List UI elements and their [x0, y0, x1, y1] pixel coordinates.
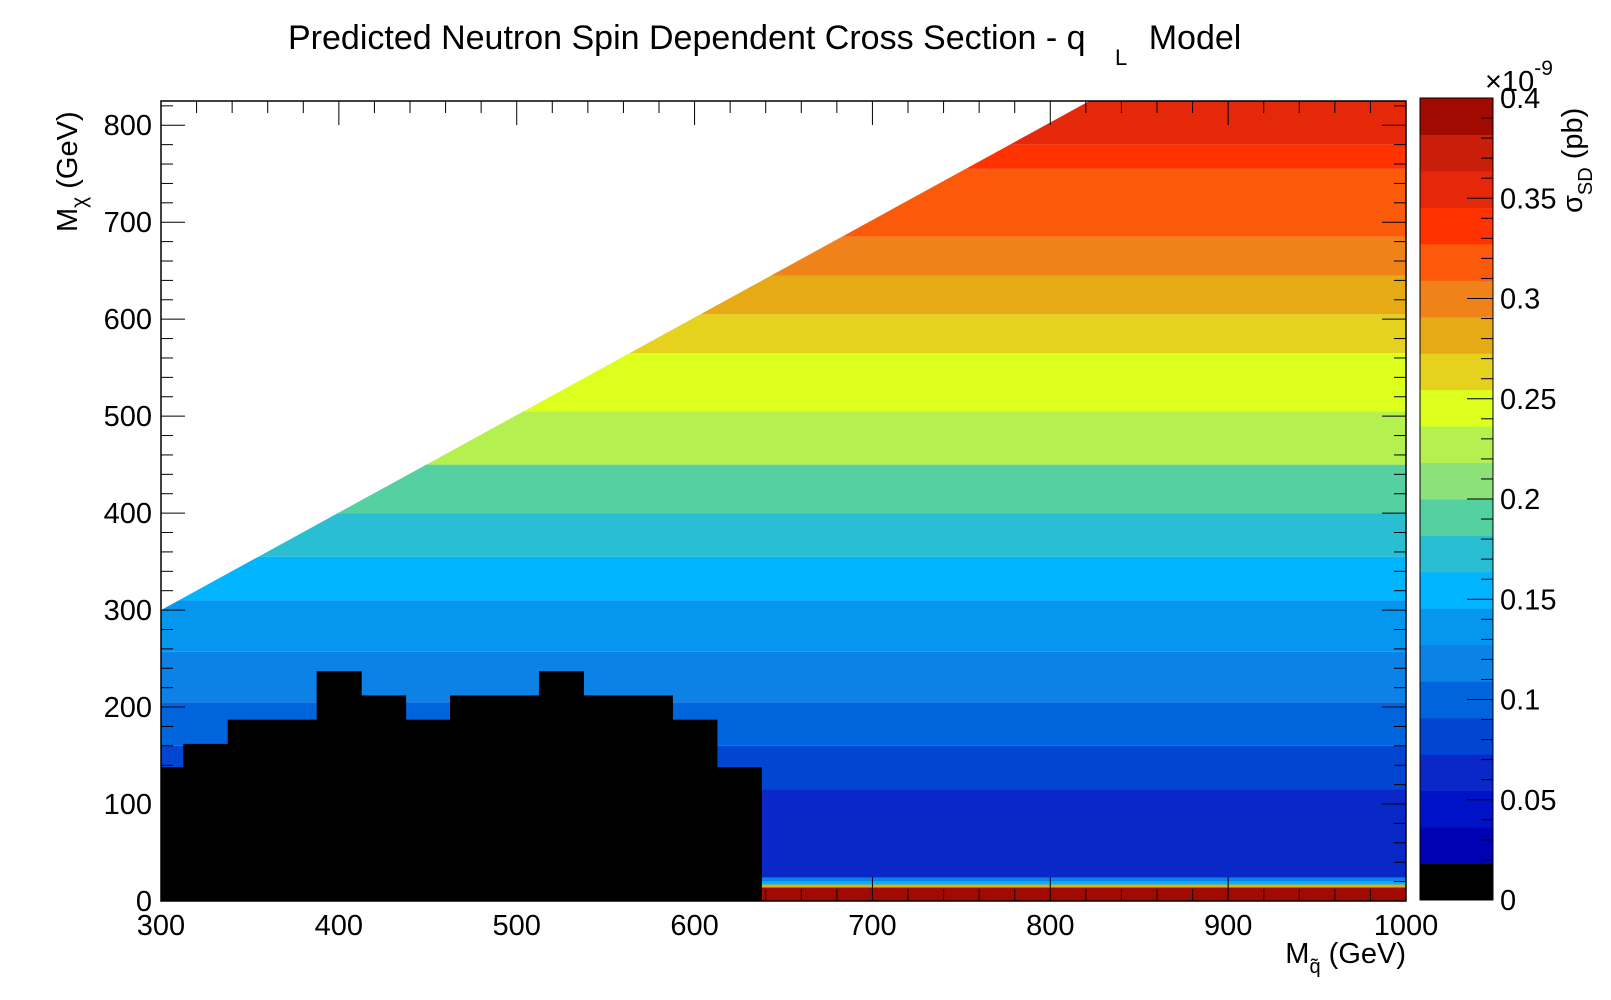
x-tick-label: 600: [670, 910, 718, 942]
colorbar-segment: [1420, 316, 1493, 354]
excluded-bin: [161, 767, 184, 901]
colorbar-segment: [1420, 134, 1493, 172]
colorbar-segment: [1420, 243, 1493, 281]
excluded-bin: [716, 767, 762, 901]
x-tick-label: 300: [137, 910, 185, 942]
colorbar-tick-label: 0.2: [1500, 484, 1540, 516]
y-axis-ticks: [161, 105, 1406, 902]
y-tick-label: 0: [136, 886, 152, 918]
plot-frame: [160, 100, 1407, 902]
x-axis-label: Mq̃ (GeV): [1285, 938, 1406, 978]
x-axis-tick-labels: 300 400 500 600 700 800 900 1000: [137, 910, 1438, 942]
colorbar-tick-labels: 0 0.05 0.1 0.15 0.2 0.25 0.3 0.35 0.4: [1500, 83, 1556, 917]
x-tick-label: 400: [315, 910, 363, 942]
colorbar-segment: [1420, 353, 1493, 391]
colorbar-segment: [1420, 571, 1493, 609]
kinematic-boundary-mask: [161, 101, 1090, 611]
excluded-bin: [361, 695, 407, 901]
y-tick-label: 200: [104, 692, 152, 724]
colorbar-segment: [1420, 170, 1493, 208]
colorbar-tick-label: 0.15: [1500, 584, 1556, 616]
colorbar-segment: [1420, 827, 1493, 865]
colorbar-tick-label: 0: [1500, 885, 1516, 917]
heatmap-band: [161, 556, 1406, 601]
x-tick-label: 1000: [1374, 910, 1439, 942]
colorbar-segment: [1420, 462, 1493, 500]
y-tick-label: 300: [104, 595, 152, 627]
y-axis-tick-labels: 0 100 200 300 400 500 600 700 800: [104, 110, 152, 918]
colorbar-segment: [1420, 608, 1493, 646]
y-tick-label: 700: [104, 207, 152, 239]
colorbar-tick-label: 0.1: [1500, 685, 1540, 717]
colorbar-tick-label: 0.05: [1500, 785, 1556, 817]
heatmap-band: [161, 513, 1406, 557]
colorbar-tick-label: 0.4: [1500, 83, 1540, 115]
colorbar-segment: [1420, 426, 1493, 464]
colorbar-tick-label: 0.35: [1500, 183, 1556, 215]
y-tick-label: 400: [104, 498, 152, 530]
y-tick-label: 600: [104, 304, 152, 336]
colorbar-segment: [1420, 717, 1493, 755]
x-tick-label: 500: [493, 910, 541, 942]
colorbar-segment: [1420, 790, 1493, 828]
colorbar-ticks: [1467, 97, 1493, 901]
colorbar-label: σSD (pb): [1557, 108, 1597, 213]
colorbar-tick-label: 0.3: [1500, 284, 1540, 316]
x-axis-ticks: [160, 101, 1407, 901]
excluded-bin: [672, 719, 718, 901]
colorbar-segment: [1420, 754, 1493, 792]
colorbar-segment: [1420, 98, 1493, 135]
excluded-bin: [316, 671, 362, 901]
excluded-bin: [405, 719, 451, 901]
excluded-bin: [583, 695, 673, 901]
y-tick-label: 100: [104, 789, 152, 821]
x-tick-label: 700: [848, 910, 896, 942]
y-tick-label: 800: [104, 110, 152, 142]
excluded-bin: [450, 695, 540, 901]
excluded-bin: [538, 671, 585, 901]
y-axis-label: Mχ (GeV): [52, 111, 91, 232]
plot-area: [161, 101, 1406, 901]
excluded-bin: [227, 719, 318, 901]
x-tick-label: 800: [1026, 910, 1074, 942]
colorbar-exponent: ×10-9: [1485, 57, 1553, 98]
y-tick-label: 500: [104, 401, 152, 433]
colorbar-segment: [1420, 535, 1493, 573]
chart-title: Predicted Neutron Spin Dependent Cross S…: [288, 19, 1241, 73]
heatmap-band: [161, 600, 1406, 652]
colorbar-tick-label: 0.25: [1500, 384, 1556, 416]
colorbar: [1420, 98, 1493, 901]
x-tick-label: 900: [1204, 910, 1252, 942]
heatmap-band: [161, 877, 1406, 882]
colorbar-segment: [1420, 389, 1493, 427]
excluded-bin: [183, 743, 229, 901]
colorbar-segment: [1420, 499, 1493, 536]
heatmap-band: [161, 884, 1406, 888]
colorbar-segment: [1420, 863, 1493, 901]
colorbar-segment: [1420, 207, 1493, 245]
heatmap-band: [161, 651, 1406, 703]
excluded-region: [161, 671, 762, 901]
colorbar-segment: [1420, 644, 1493, 682]
heatmap-band: [161, 881, 1406, 885]
